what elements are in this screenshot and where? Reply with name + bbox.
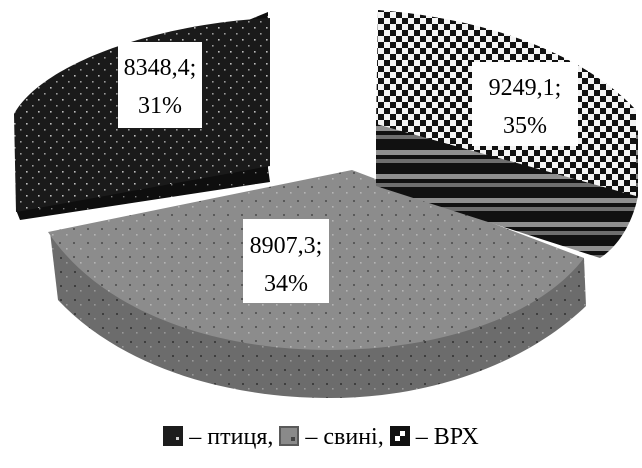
- data-label-cattle: 9249,1; 35%: [472, 62, 578, 146]
- data-label-birds-value: 8348,4;: [124, 55, 197, 81]
- legend-dash: –: [415, 424, 428, 450]
- data-label-birds: 8348,4; 31%: [118, 42, 202, 128]
- legend-item-pigs: свині: [323, 424, 378, 450]
- legend-item-cattle: ВРХ: [433, 424, 479, 450]
- data-label-birds-percent: 31%: [138, 93, 182, 119]
- legend-swatch-cattle-icon: [389, 426, 410, 446]
- legend-swatch-pigs-icon: [279, 426, 300, 446]
- data-label-pigs-value: 8907,3;: [250, 233, 323, 259]
- legend-separator: ,: [377, 424, 384, 450]
- legend-item-birds: птиця: [207, 424, 268, 450]
- legend-swatch-birds-icon: [163, 426, 184, 446]
- legend-separator: ,: [267, 424, 274, 450]
- legend-dash: –: [189, 424, 202, 450]
- data-label-pigs-percent: 34%: [264, 271, 308, 297]
- chart-legend: – птиця, – свині, – ВРХ: [0, 424, 642, 451]
- legend-dash: –: [305, 424, 318, 450]
- data-label-pigs: 8907,3; 34%: [243, 219, 329, 303]
- data-label-cattle-percent: 35%: [503, 113, 547, 139]
- data-label-cattle-value: 9249,1;: [489, 75, 562, 101]
